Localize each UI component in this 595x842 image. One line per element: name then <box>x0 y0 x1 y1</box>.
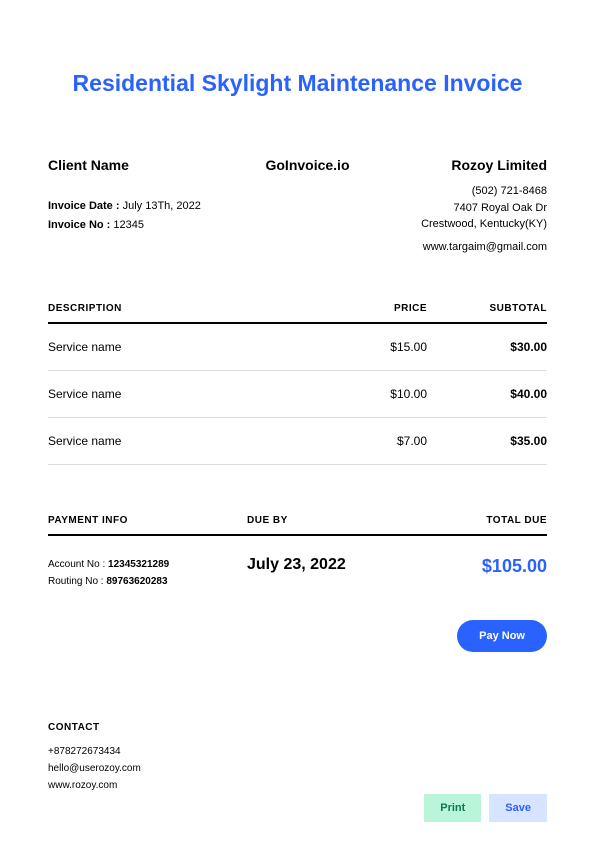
contact-heading: CONTACT <box>48 722 547 733</box>
account-no-label: Account No : <box>48 559 108 570</box>
contact-web: www.rozoy.com <box>48 777 547 794</box>
payment-info-label: PAYMENT INFO <box>48 515 247 526</box>
table-row: Service name $7.00 $35.00 <box>48 418 547 465</box>
company-addr1: 7407 Royal Oak Dr <box>367 200 547 217</box>
invoice-date-label: Invoice Date : <box>48 200 120 212</box>
brand-name: GoInvoice.io <box>248 157 367 173</box>
table-row: Service name $15.00 $30.00 <box>48 324 547 371</box>
due-date: July 23, 2022 <box>247 556 417 574</box>
print-button[interactable]: Print <box>424 794 481 822</box>
routing-no-label: Routing No : <box>48 576 106 587</box>
contact-section: CONTACT +878272673434 hello@userozoy.com… <box>48 722 547 794</box>
contact-email: hello@userozoy.com <box>48 760 547 777</box>
table-row: Service name $10.00 $40.00 <box>48 371 547 418</box>
cell-desc: Service name <box>48 387 307 401</box>
cell-price: $10.00 <box>307 387 427 401</box>
col-subtotal: SUBTOTAL <box>427 303 547 314</box>
routing-no: 89763620283 <box>106 576 167 587</box>
cell-desc: Service name <box>48 434 307 448</box>
save-button[interactable]: Save <box>489 794 547 822</box>
client-name-label: Client Name <box>48 157 248 173</box>
cell-desc: Service name <box>48 340 307 354</box>
contact-phone: +878272673434 <box>48 743 547 760</box>
cell-price: $15.00 <box>307 340 427 354</box>
cell-subtotal: $30.00 <box>427 340 547 354</box>
invoice-no-label: Invoice No : <box>48 219 110 231</box>
company-phone: (502) 721-8468 <box>367 183 547 200</box>
action-bar: Print Save <box>424 794 547 822</box>
table-header: DESCRIPTION PRICE SUBTOTAL <box>48 303 547 324</box>
invoice-title: Residential Skylight Maintenance Invoice <box>48 70 547 97</box>
pay-now-button[interactable]: Pay Now <box>457 620 547 652</box>
cell-price: $7.00 <box>307 434 427 448</box>
total-due-label: TOTAL DUE <box>417 515 547 526</box>
cell-subtotal: $35.00 <box>427 434 547 448</box>
company-addr2: Crestwood, Kentucky(KY) <box>367 216 547 233</box>
summary-body: Account No : 12345321289 Routing No : 89… <box>48 536 547 590</box>
col-description: DESCRIPTION <box>48 303 307 314</box>
account-no: 12345321289 <box>108 559 169 570</box>
summary-header: PAYMENT INFO DUE BY TOTAL DUE <box>48 515 547 536</box>
due-by-label: DUE BY <box>247 515 417 526</box>
col-price: PRICE <box>307 303 427 314</box>
company-name: Rozoy Limited <box>367 157 547 173</box>
invoice-no: 12345 <box>110 219 144 231</box>
header-row: Client Name Invoice Date : July 13Th, 20… <box>48 157 547 253</box>
total-due: $105.00 <box>417 556 547 577</box>
invoice-date: July 13Th, 2022 <box>120 200 201 212</box>
company-email: www.targaim@gmail.com <box>367 241 547 253</box>
cell-subtotal: $40.00 <box>427 387 547 401</box>
